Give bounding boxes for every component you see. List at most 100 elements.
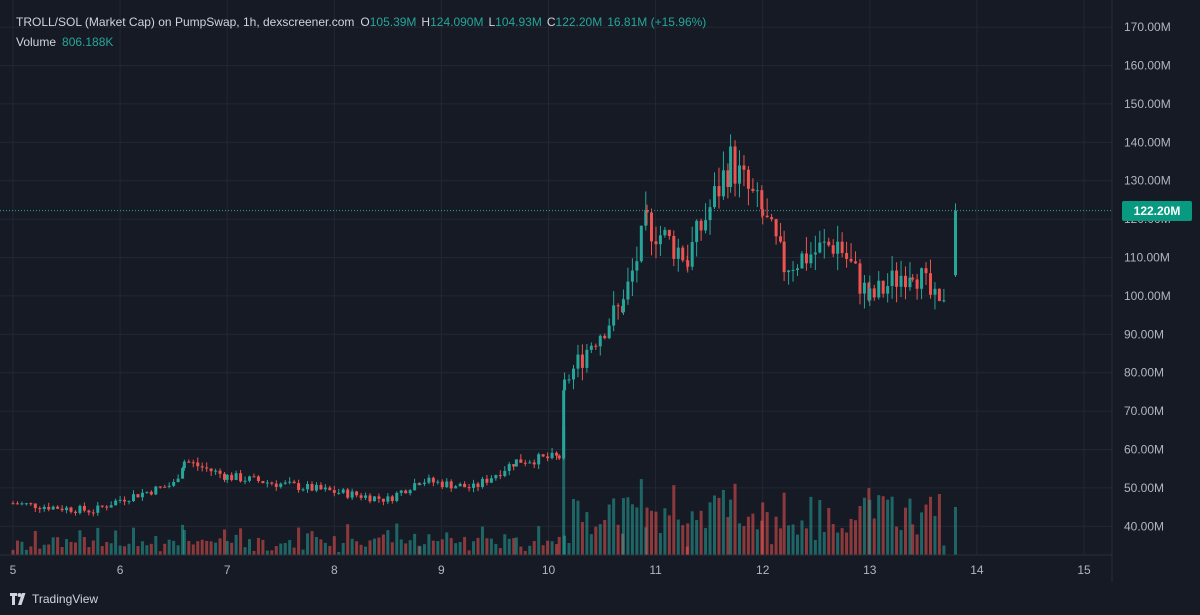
candle-body (476, 483, 480, 487)
volume-bar (292, 547, 296, 555)
candle-body (695, 220, 699, 243)
candle-body (390, 496, 394, 501)
candle-body (200, 466, 204, 468)
volume-label[interactable]: Volume (16, 35, 57, 49)
volume-bar (82, 537, 86, 555)
volume-bar (726, 517, 730, 555)
volume-bar (261, 539, 265, 555)
volume-bar (746, 516, 750, 555)
candle-body (256, 476, 260, 482)
volume-bar (167, 539, 171, 555)
candle-body (20, 503, 24, 505)
volume-bar (717, 497, 721, 555)
candle-body (47, 506, 51, 510)
candle-body (181, 468, 185, 479)
volume-bar (209, 541, 213, 555)
candle-body (485, 478, 489, 483)
volume-bar (230, 542, 234, 555)
volume-bar (187, 540, 191, 555)
candle-body (686, 260, 690, 267)
candle-body (337, 492, 341, 494)
volume-bar (845, 532, 849, 555)
candle-body (498, 475, 502, 477)
volume-bar (42, 544, 46, 555)
time-tick-label: 6 (117, 563, 124, 577)
tradingview-brand[interactable]: TradingView (32, 591, 99, 606)
volume-bar (176, 545, 180, 555)
candle-body (742, 165, 746, 170)
price-tick-label: 140.00M (1124, 135, 1171, 149)
volume-bar (15, 540, 19, 555)
candle-body (78, 505, 82, 513)
time-tick-label: 7 (224, 563, 231, 577)
candle-body (472, 483, 476, 488)
volume-bar (503, 534, 507, 555)
volume-bar (822, 531, 826, 555)
candle-body (350, 491, 354, 498)
volume-bar (512, 538, 516, 555)
volume-bar (580, 521, 584, 555)
volume-bar (256, 537, 260, 555)
candle-body (774, 219, 778, 237)
volume-bar (87, 547, 91, 555)
volume-bar (476, 537, 480, 555)
candle-body (644, 209, 648, 226)
volume-bar (626, 497, 630, 555)
volume-bar (131, 527, 135, 555)
chart-grid (0, 0, 1112, 555)
volume-bar (681, 525, 685, 555)
price-axis[interactable]: 40.00M 50.00M 60.00M 70.00M 80.00M 90.00M 100.… (1111, 0, 1171, 582)
time-tick-label: 11 (649, 563, 662, 577)
candle-body (223, 473, 227, 480)
candle-body (585, 349, 589, 368)
volume-bar (364, 546, 368, 555)
volume-bar (704, 528, 708, 555)
time-tick-label: 12 (756, 563, 770, 577)
candle-body (288, 481, 292, 483)
candle-body (755, 190, 759, 192)
candle-body (436, 481, 440, 483)
price-tick-label: 80.00M (1124, 366, 1164, 380)
candle-body (252, 476, 256, 478)
candle-body (890, 270, 894, 287)
candle-body (804, 253, 808, 264)
volume-bar (301, 549, 305, 555)
candle-body (580, 354, 584, 368)
volume-value: 806.188K (62, 35, 114, 49)
volume-histogram (11, 426, 957, 555)
price-tick-label: 110.00M (1124, 251, 1170, 265)
volume-bar (214, 542, 218, 555)
candle-body (230, 474, 234, 480)
candle-body (418, 483, 422, 485)
candle-body (924, 268, 928, 274)
candle-body (136, 494, 140, 498)
candle-body (658, 235, 662, 245)
candle-body (667, 229, 671, 236)
candle-body (886, 286, 890, 294)
price-tick-label: 50.00M (1124, 481, 1164, 495)
candle-body (845, 252, 849, 259)
volume-bar (791, 524, 795, 555)
time-axis[interactable]: 5 6 7 8 9 10 11 12 13 14 15 (0, 554, 1112, 577)
volume-bar (355, 541, 359, 555)
candle-body (546, 456, 550, 459)
volume-bar (297, 527, 301, 555)
candle-body (105, 506, 109, 508)
volume-bar (498, 548, 502, 555)
volume-bar (779, 528, 783, 555)
ohlc-low: L104.93M (488, 15, 542, 29)
candle-body (127, 501, 131, 503)
candle-body (787, 270, 791, 273)
volume-bar (877, 495, 881, 555)
tradingview-logo-icon[interactable] (10, 592, 28, 605)
volume-bar (836, 532, 840, 555)
candle-body (953, 210, 957, 276)
symbol-title[interactable]: TROLL/SOL (Market Cap) on PumpSwap, 1h, … (16, 15, 355, 29)
candle-body (827, 241, 831, 246)
candle-body (368, 495, 372, 502)
volume-bar (314, 537, 318, 555)
volume-bar (563, 535, 567, 555)
candle-body (60, 508, 64, 511)
volume-bar (562, 426, 566, 555)
